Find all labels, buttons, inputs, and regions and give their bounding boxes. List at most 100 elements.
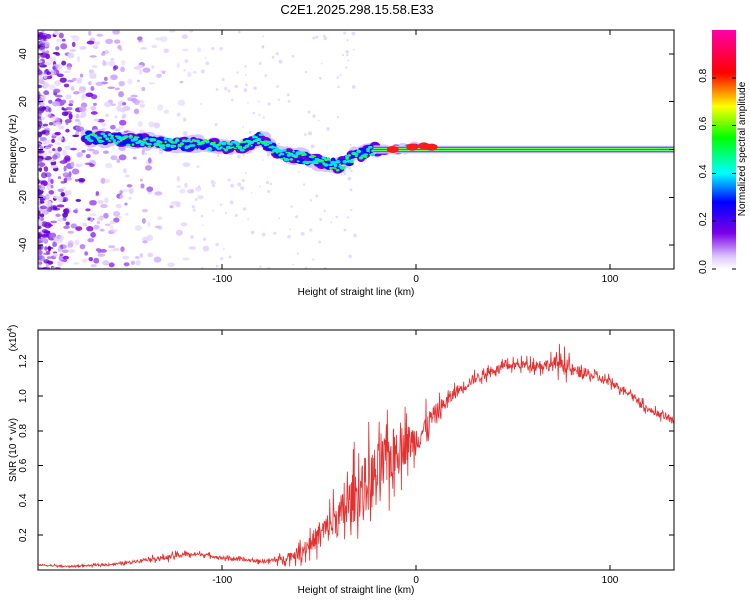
heatmap-cell [73, 91, 80, 95]
heatmap-cell [92, 150, 100, 155]
heatmap-cell [97, 139, 104, 144]
heatmap-cell [91, 65, 98, 69]
heatmap-cell [366, 150, 370, 153]
heatmap-cell [176, 175, 181, 182]
heatmap-cell [140, 183, 145, 189]
heatmap-cell [57, 218, 64, 222]
heatmap-cell [250, 144, 253, 147]
heatmap-cell [198, 185, 201, 188]
heatmap-cell [112, 139, 117, 142]
heatmap-cell [48, 121, 54, 126]
heatmap-cell [53, 252, 58, 256]
snr-x-label: Height of straight line (km) [298, 585, 415, 596]
heatmap-cell [334, 167, 337, 170]
heatmap-cell [310, 144, 315, 149]
heatmap-cell [161, 144, 166, 147]
heatmap-cell [96, 33, 104, 37]
heatmap-cell [64, 145, 72, 150]
heatmap-cell [217, 143, 221, 146]
heatmap-cell [347, 59, 350, 62]
heatmap-cell [44, 61, 52, 66]
heatmap-cell [91, 94, 98, 100]
heatmap-cell [88, 139, 94, 143]
heatmap-cell [267, 189, 271, 193]
heatmap-cell [38, 131, 42, 138]
heatmap-cell [89, 133, 94, 136]
heatmap-cell [211, 183, 215, 188]
heatmap-cell [38, 190, 44, 194]
heatmap-cell [139, 103, 146, 108]
heatmap-cell [183, 139, 186, 142]
heatmap-cell [335, 168, 340, 172]
heatmap-cell [103, 150, 109, 154]
snr-series-line [38, 343, 674, 569]
heatmap-cell [287, 99, 291, 103]
heatmap-cell [214, 182, 217, 184]
heatmap-cell [38, 60, 43, 64]
heatmap-cell [38, 158, 43, 163]
heatmap-cell [140, 142, 145, 147]
heatmap-cell [336, 76, 340, 79]
heatmap-cell [48, 150, 53, 154]
heatmap-cell [38, 90, 41, 97]
heatmap-cell [153, 256, 162, 263]
heatmap-cell [207, 147, 213, 152]
heatmap-cell [52, 207, 61, 211]
heatmap-cell [127, 143, 130, 147]
heatmap-cell [134, 224, 142, 231]
heatmap-cell [271, 150, 274, 154]
heatmap-cell [135, 260, 141, 266]
heatmap-cell [95, 81, 104, 86]
heatmap-cell [77, 56, 81, 63]
heatmap-cell [38, 44, 41, 50]
heatmap-cell [78, 89, 85, 94]
heatmap-cell [86, 225, 94, 232]
heatmap-cell [137, 36, 143, 41]
heatmap-cell [166, 144, 170, 147]
heatmap-cell [77, 121, 82, 126]
heatmap-peak [425, 143, 438, 151]
heatmap-cell [65, 94, 72, 100]
colorbar: 0.0 0.2 0.4 0.6 0.8 Normalized spectral ampl… [698, 30, 748, 274]
heatmap-cell [154, 191, 163, 196]
heatmap-cell [235, 142, 240, 147]
heatmap-peak [386, 146, 399, 153]
heatmap-cell [104, 223, 111, 226]
heatmap-cell [100, 52, 106, 56]
heatmap-cell [135, 136, 140, 139]
heatmap-cell [120, 246, 125, 252]
heatmap-cell [326, 158, 331, 160]
heatmap-cell [97, 249, 102, 254]
heatmap-cell [118, 154, 127, 161]
heatmap-cell [275, 52, 279, 56]
heatmap-cell [54, 80, 62, 87]
heatmap-cell [139, 178, 143, 182]
heatmap-cell [290, 205, 293, 208]
heatmap-cell [64, 155, 71, 162]
heatmap-cell [38, 167, 43, 172]
heatmap-cell [229, 146, 233, 149]
heatmap-cell [351, 84, 356, 89]
spectrogram-x-ticks: -100 0 100 [212, 30, 619, 285]
heatmap-cell [50, 178, 54, 185]
heatmap-cell [109, 220, 115, 225]
heatmap-cell [132, 137, 139, 142]
heatmap-cell [38, 108, 44, 114]
y-tick-label: 1.2 [18, 354, 29, 368]
heatmap-cell [48, 107, 52, 113]
heatmap-cell [343, 31, 347, 35]
heatmap-cell [242, 154, 245, 157]
heatmap-cell [99, 228, 105, 232]
snr-multiplier: (x104) [7, 325, 19, 352]
heatmap-cell [263, 142, 268, 147]
heatmap-cell [234, 213, 238, 217]
heatmap-cell [200, 69, 205, 74]
heatmap-cell [181, 34, 188, 40]
heatmap-cell [48, 84, 56, 91]
heatmap-cell [55, 46, 60, 51]
heatmap-cell [182, 48, 189, 52]
heatmap-cell [283, 157, 290, 162]
heatmap-cell [41, 234, 49, 238]
heatmap-cell [230, 183, 235, 188]
